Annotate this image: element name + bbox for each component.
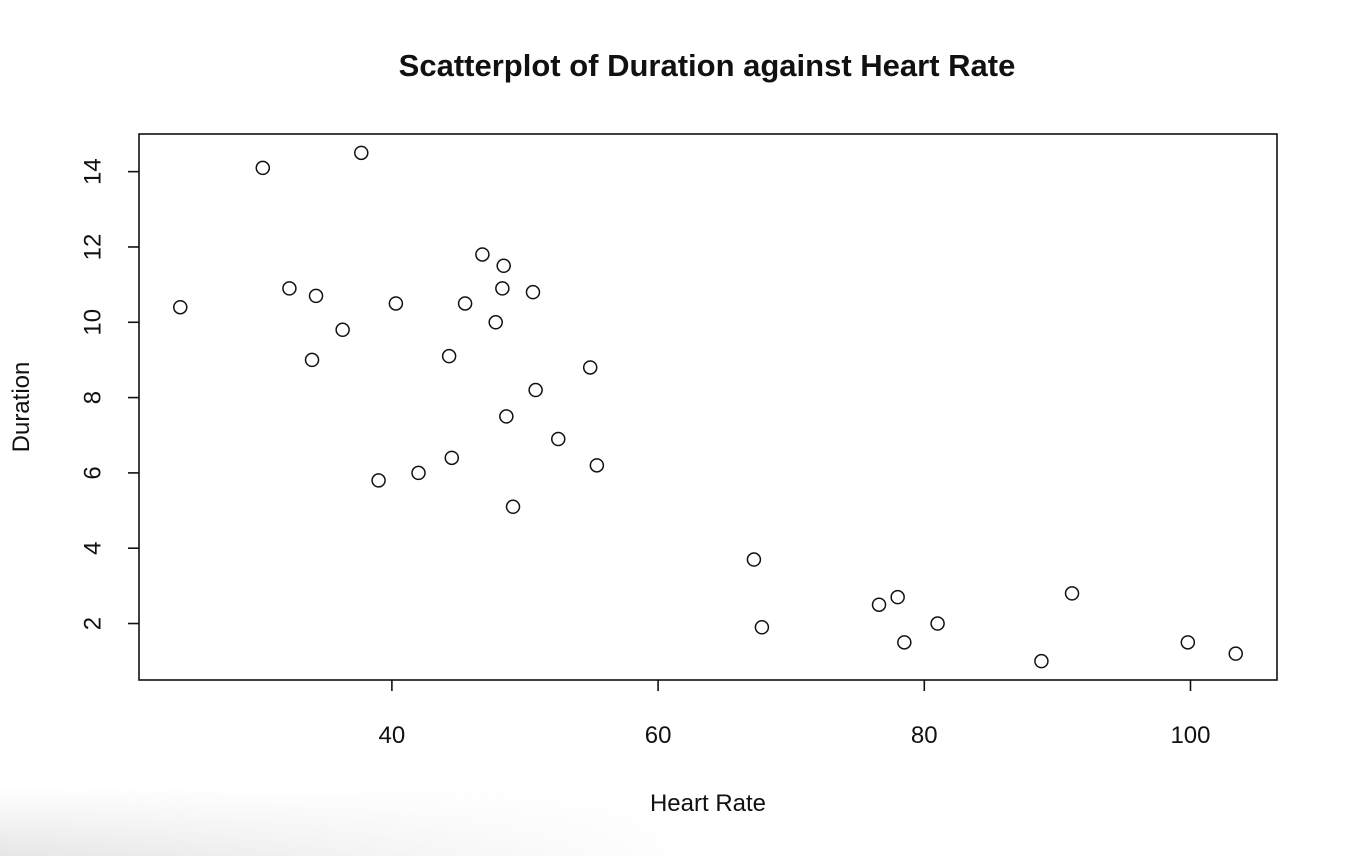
y-tick-label: 6 <box>80 466 107 479</box>
data-point <box>308 288 324 304</box>
y-tick-label: 12 <box>80 234 107 261</box>
data-point <box>1034 653 1049 669</box>
data-point <box>1180 635 1196 650</box>
data-points <box>173 145 1243 669</box>
x-tick-label: 80 <box>911 722 938 749</box>
data-point <box>388 296 404 311</box>
data-point <box>525 284 541 300</box>
data-point <box>582 360 598 375</box>
data-point <box>495 281 510 296</box>
x-axis: 40 60 80 100 <box>379 680 1211 749</box>
data-point <box>505 499 521 515</box>
y-axis: 2 4 6 8 10 12 14 <box>80 158 139 630</box>
y-tick-label: 4 <box>80 542 107 555</box>
plot-frame <box>138 133 1278 681</box>
x-axis-label: Heart Rate <box>650 790 766 817</box>
data-point <box>457 296 473 311</box>
data-point <box>371 473 386 488</box>
y-tick-label: 10 <box>80 309 107 336</box>
data-point <box>897 635 912 650</box>
data-point <box>475 247 490 262</box>
data-point <box>1228 646 1243 661</box>
data-point <box>930 616 945 631</box>
data-point <box>354 145 369 161</box>
data-point <box>528 382 543 398</box>
data-point <box>746 552 762 567</box>
data-point <box>335 322 350 338</box>
y-tick-label: 8 <box>80 391 107 404</box>
data-point <box>255 160 271 176</box>
data-point <box>754 620 770 635</box>
data-point <box>1064 586 1080 601</box>
data-point <box>444 450 460 466</box>
data-point <box>173 299 188 315</box>
y-axis-label: Duration <box>8 362 35 453</box>
data-point <box>890 589 905 605</box>
data-point <box>441 348 457 364</box>
x-tick-label: 60 <box>645 722 672 749</box>
data-point <box>411 465 426 481</box>
data-point <box>499 409 514 424</box>
y-tick-label: 2 <box>80 617 107 630</box>
data-point <box>496 258 511 274</box>
chart-title: Scatterplot of Duration against Heart Ra… <box>399 48 1016 83</box>
y-tick-label: 14 <box>80 158 107 185</box>
x-tick-label: 40 <box>379 722 406 749</box>
data-point <box>282 281 297 296</box>
data-point <box>551 431 566 447</box>
data-point <box>589 458 605 473</box>
data-point <box>871 597 887 612</box>
data-point <box>304 352 320 368</box>
x-tick-label: 100 <box>1170 722 1210 749</box>
data-point <box>488 315 503 330</box>
